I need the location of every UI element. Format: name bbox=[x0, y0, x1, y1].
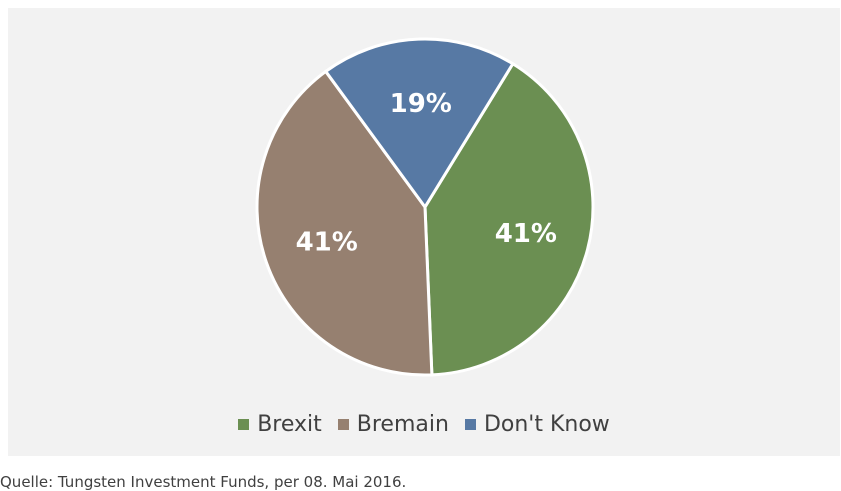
legend-item-dont-know: Don't Know bbox=[464, 412, 610, 437]
legend-swatch-brexit bbox=[238, 419, 250, 430]
legend-item-brexit: Brexit bbox=[238, 412, 322, 437]
pie-slice-bremain bbox=[255, 69, 434, 377]
chart-panel: 41% 41% 19% Brexit Bremain Don't Know bbox=[8, 8, 840, 456]
source-note: Quelle: Tungsten Investment Funds, per 0… bbox=[0, 473, 407, 491]
data-label-dont-know: 19% bbox=[390, 89, 452, 119]
data-label-bremain: 41% bbox=[296, 227, 358, 257]
pie-slice-brexit bbox=[423, 61, 595, 377]
legend: Brexit Bremain Don't Know bbox=[8, 412, 840, 437]
legend-swatch-dont-know bbox=[464, 419, 476, 430]
legend-label-brexit: Brexit bbox=[257, 412, 322, 437]
pie-slice-dont-know bbox=[323, 37, 515, 210]
legend-swatch-bremain bbox=[337, 419, 349, 430]
pie-chart: 41% 41% 19% bbox=[255, 37, 595, 377]
legend-item-bremain: Bremain bbox=[337, 412, 449, 437]
data-label-brexit: 41% bbox=[495, 219, 557, 249]
legend-label-dont-know: Don't Know bbox=[483, 412, 610, 437]
legend-label-bremain: Bremain bbox=[356, 412, 449, 437]
